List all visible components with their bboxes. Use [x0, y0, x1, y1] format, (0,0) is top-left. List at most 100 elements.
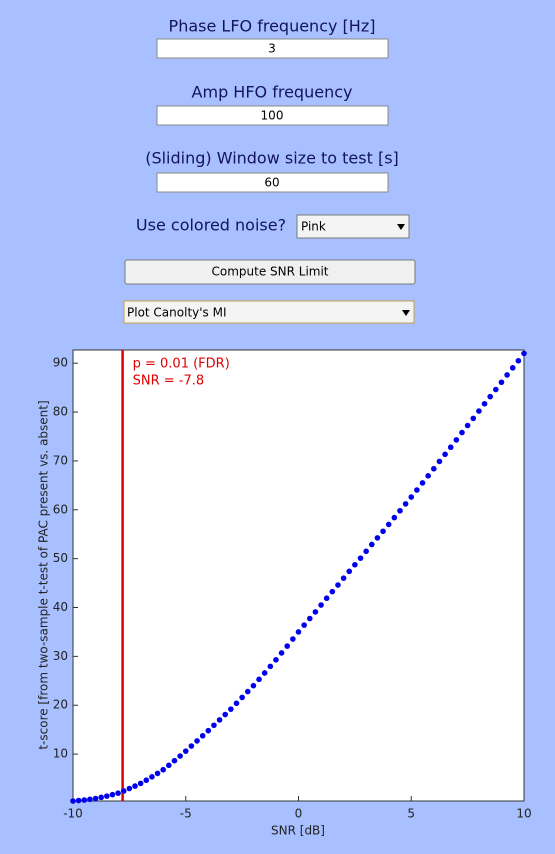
- point: [442, 451, 448, 458]
- point: [385, 521, 392, 528]
- point: [199, 732, 206, 739]
- point: [402, 501, 409, 507]
- point: [447, 444, 454, 451]
- y-tick-label: 50: [53, 551, 68, 565]
- y-tick-label: 30: [53, 649, 68, 663]
- point: [498, 379, 505, 386]
- field-label: Amp HFO frequency: [192, 83, 353, 102]
- point: [323, 595, 330, 602]
- y-tick-label: 80: [53, 405, 68, 419]
- annotation: p = 0.01 (FDR): [133, 357, 230, 372]
- x-tick-label: 5: [407, 807, 415, 821]
- input-value[interactable]: 60: [264, 176, 279, 190]
- point: [459, 429, 465, 436]
- field-label: Phase LFO frequency [Hz]: [169, 17, 376, 36]
- point: [352, 561, 358, 568]
- point: [81, 797, 88, 803]
- x-tick-label: 10: [516, 807, 531, 821]
- point: [120, 788, 127, 794]
- point: [154, 770, 161, 777]
- point: [340, 575, 347, 581]
- point: [414, 487, 420, 493]
- text-input[interactable]: [156, 105, 389, 126]
- point: [363, 548, 369, 555]
- button-label[interactable]: Compute SNR Limit: [211, 265, 328, 279]
- point: [453, 437, 460, 443]
- input-value[interactable]: 100: [261, 109, 284, 123]
- point: [160, 766, 166, 773]
- y-tick-label: 20: [53, 698, 68, 712]
- point: [171, 757, 178, 764]
- point: [182, 748, 189, 754]
- point: [487, 393, 493, 400]
- input-value[interactable]: 3: [268, 42, 276, 56]
- noise-label: Use colored noise?: [136, 216, 286, 235]
- point: [335, 582, 341, 588]
- point: [143, 777, 150, 784]
- point: [75, 797, 82, 804]
- point: [244, 688, 251, 695]
- point: [509, 365, 516, 371]
- x-tick-label: 0: [295, 807, 303, 821]
- point: [493, 386, 499, 393]
- point: [233, 700, 240, 707]
- point: [132, 783, 138, 789]
- point: [408, 494, 415, 500]
- point: [149, 774, 155, 780]
- point: [92, 795, 99, 802]
- point: [188, 743, 195, 749]
- point: [115, 790, 121, 796]
- point: [476, 408, 482, 414]
- point: [380, 528, 386, 535]
- point: [397, 507, 403, 514]
- point: [137, 780, 144, 787]
- point: [515, 357, 522, 364]
- point: [177, 753, 183, 759]
- point: [216, 717, 223, 723]
- text-input[interactable]: [156, 172, 389, 193]
- point: [301, 622, 307, 628]
- select-value[interactable]: Plot Canolty's MI: [127, 306, 227, 320]
- noise-select[interactable]: [296, 214, 410, 239]
- point: [312, 609, 319, 615]
- y-tick-label: 60: [53, 502, 68, 516]
- point: [211, 722, 217, 729]
- dropdown-arrow: [402, 310, 410, 316]
- point: [267, 663, 274, 670]
- point: [273, 656, 279, 663]
- point: [374, 535, 381, 541]
- point: [70, 798, 76, 804]
- point: [419, 480, 426, 486]
- y-axis-label: t-score [from two-sample t-test of PAC p…: [37, 400, 51, 749]
- point: [357, 555, 364, 561]
- point: [126, 785, 133, 792]
- y-tick-label: 10: [53, 747, 68, 761]
- field-label: (Sliding) Window size to test [s]: [145, 149, 399, 168]
- point: [194, 738, 200, 744]
- point: [278, 650, 285, 656]
- point: [205, 727, 212, 734]
- point: [228, 706, 234, 712]
- select-value[interactable]: Pink: [301, 220, 326, 234]
- point: [104, 793, 110, 799]
- compute-button[interactable]: [124, 259, 416, 285]
- point: [464, 422, 471, 429]
- point: [431, 465, 437, 472]
- point: [481, 400, 488, 407]
- x-axis-label: SNR [dB]: [271, 824, 325, 838]
- plot-select[interactable]: [123, 300, 415, 324]
- point: [504, 372, 510, 378]
- y-tick-label: 70: [53, 453, 68, 467]
- point: [318, 602, 324, 608]
- point: [368, 541, 375, 548]
- point: [329, 588, 336, 595]
- point: [98, 794, 104, 801]
- point: [109, 791, 116, 798]
- point: [261, 670, 268, 676]
- point: [391, 514, 398, 521]
- text-input[interactable]: [156, 38, 389, 59]
- point: [250, 682, 257, 689]
- point: [222, 711, 229, 718]
